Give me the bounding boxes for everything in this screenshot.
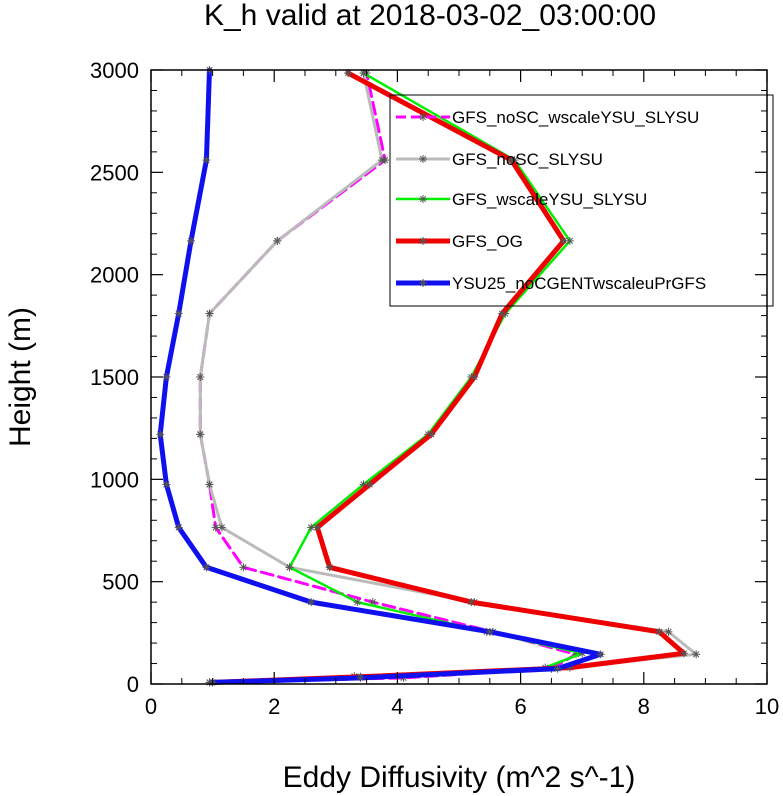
data-point-marker xyxy=(344,69,353,78)
data-point-marker xyxy=(307,523,316,532)
data-point-marker xyxy=(285,563,294,572)
legend-marker xyxy=(419,237,427,245)
data-point-marker xyxy=(553,664,562,673)
y-tick-label: 1000 xyxy=(90,467,139,492)
data-point-marker xyxy=(664,627,673,636)
legend-marker xyxy=(419,195,427,203)
data-point-marker xyxy=(559,236,568,245)
data-point-marker xyxy=(187,236,196,245)
data-point-marker xyxy=(353,598,362,607)
data-point-marker xyxy=(307,598,316,607)
data-point-marker xyxy=(485,627,494,636)
data-point-marker xyxy=(273,236,282,245)
legend: GFS_noSC_wscaleYSU_SLYSU GFS_noSC_SLYSU GF… xyxy=(389,94,774,307)
data-point-marker xyxy=(156,430,165,439)
legend-label: GFS_OG xyxy=(452,232,523,251)
legend-label: YSU25_noCGENTwscaleuPrGFS xyxy=(452,274,706,293)
data-point-marker xyxy=(356,673,365,682)
legend-item: GFS_OG xyxy=(396,232,523,251)
data-point-marker xyxy=(202,156,211,165)
legend-item: GFS_noSC_SLYSU xyxy=(396,150,603,169)
data-point-marker xyxy=(679,649,688,658)
data-point-marker xyxy=(202,563,211,572)
data-point-marker xyxy=(313,523,322,532)
legend-item: GFS_noSC_wscaleYSU_SLYSU xyxy=(396,108,699,127)
y-tick-label: 3000 xyxy=(90,58,139,83)
legend-label: GFS_wscaleYSU_SLYSU xyxy=(452,190,647,209)
axis-ticks: 0 2 4 6 8 10 0 500 1000 1500 2000 2500 3000 xyxy=(90,58,779,719)
legend-item: GFS_wscaleYSU_SLYSU xyxy=(396,190,647,209)
legend-item: YSU25_noCGENTwscaleuPrGFS xyxy=(396,274,706,293)
x-tick-label: 2 xyxy=(268,694,280,719)
x-tick-label: 4 xyxy=(391,694,403,719)
y-tick-label: 2500 xyxy=(90,160,139,185)
y-tick-label: 1500 xyxy=(90,365,139,390)
x-tick-label: 8 xyxy=(638,694,650,719)
data-point-marker xyxy=(174,309,183,318)
series-layer xyxy=(156,66,701,687)
data-point-marker xyxy=(365,480,374,489)
data-point-marker xyxy=(596,650,605,659)
data-point-marker xyxy=(211,523,220,532)
data-point-marker xyxy=(507,156,516,165)
legend-marker xyxy=(419,155,427,163)
data-point-marker xyxy=(205,480,214,489)
x-axis-label: Eddy Diffusivity (m^2 s^-1) xyxy=(283,761,636,794)
data-point-marker xyxy=(174,523,183,532)
data-point-marker xyxy=(162,480,171,489)
legend-label: GFS_noSC_wscaleYSU_SLYSU xyxy=(452,108,699,127)
data-point-marker xyxy=(239,563,248,572)
x-tick-label: 0 xyxy=(145,694,157,719)
legend-label: GFS_noSC_SLYSU xyxy=(452,150,603,169)
legend-box xyxy=(389,94,774,307)
legend-items: GFS_noSC_wscaleYSU_SLYSU GFS_noSC_SLYSU GF… xyxy=(396,108,706,293)
data-point-marker xyxy=(378,156,386,165)
x-tick-label: 10 xyxy=(755,694,779,719)
legend-marker xyxy=(419,279,427,287)
chart-title: K_h valid at 2018-03-02_03:00:00 xyxy=(204,0,656,32)
y-axis-label: Height (m) xyxy=(4,307,37,447)
data-point-marker xyxy=(196,373,205,381)
y-tick-label: 500 xyxy=(102,570,139,595)
data-point-marker xyxy=(196,430,205,439)
legend-marker xyxy=(419,113,427,121)
data-point-marker xyxy=(470,373,479,381)
data-point-marker xyxy=(655,627,664,636)
y-tick-label: 2000 xyxy=(90,263,139,288)
data-point-marker xyxy=(498,309,507,318)
data-point-marker xyxy=(427,430,436,439)
x-tick-label: 6 xyxy=(514,694,526,719)
data-point-marker xyxy=(692,650,701,659)
data-point-marker xyxy=(217,523,226,532)
y-tick-label: 0 xyxy=(127,672,139,697)
data-point-marker xyxy=(325,563,334,572)
data-point-marker xyxy=(162,373,171,381)
data-point-marker xyxy=(467,598,476,607)
series-gfs-nosc-slysu xyxy=(196,69,701,687)
data-point-marker xyxy=(205,309,214,318)
